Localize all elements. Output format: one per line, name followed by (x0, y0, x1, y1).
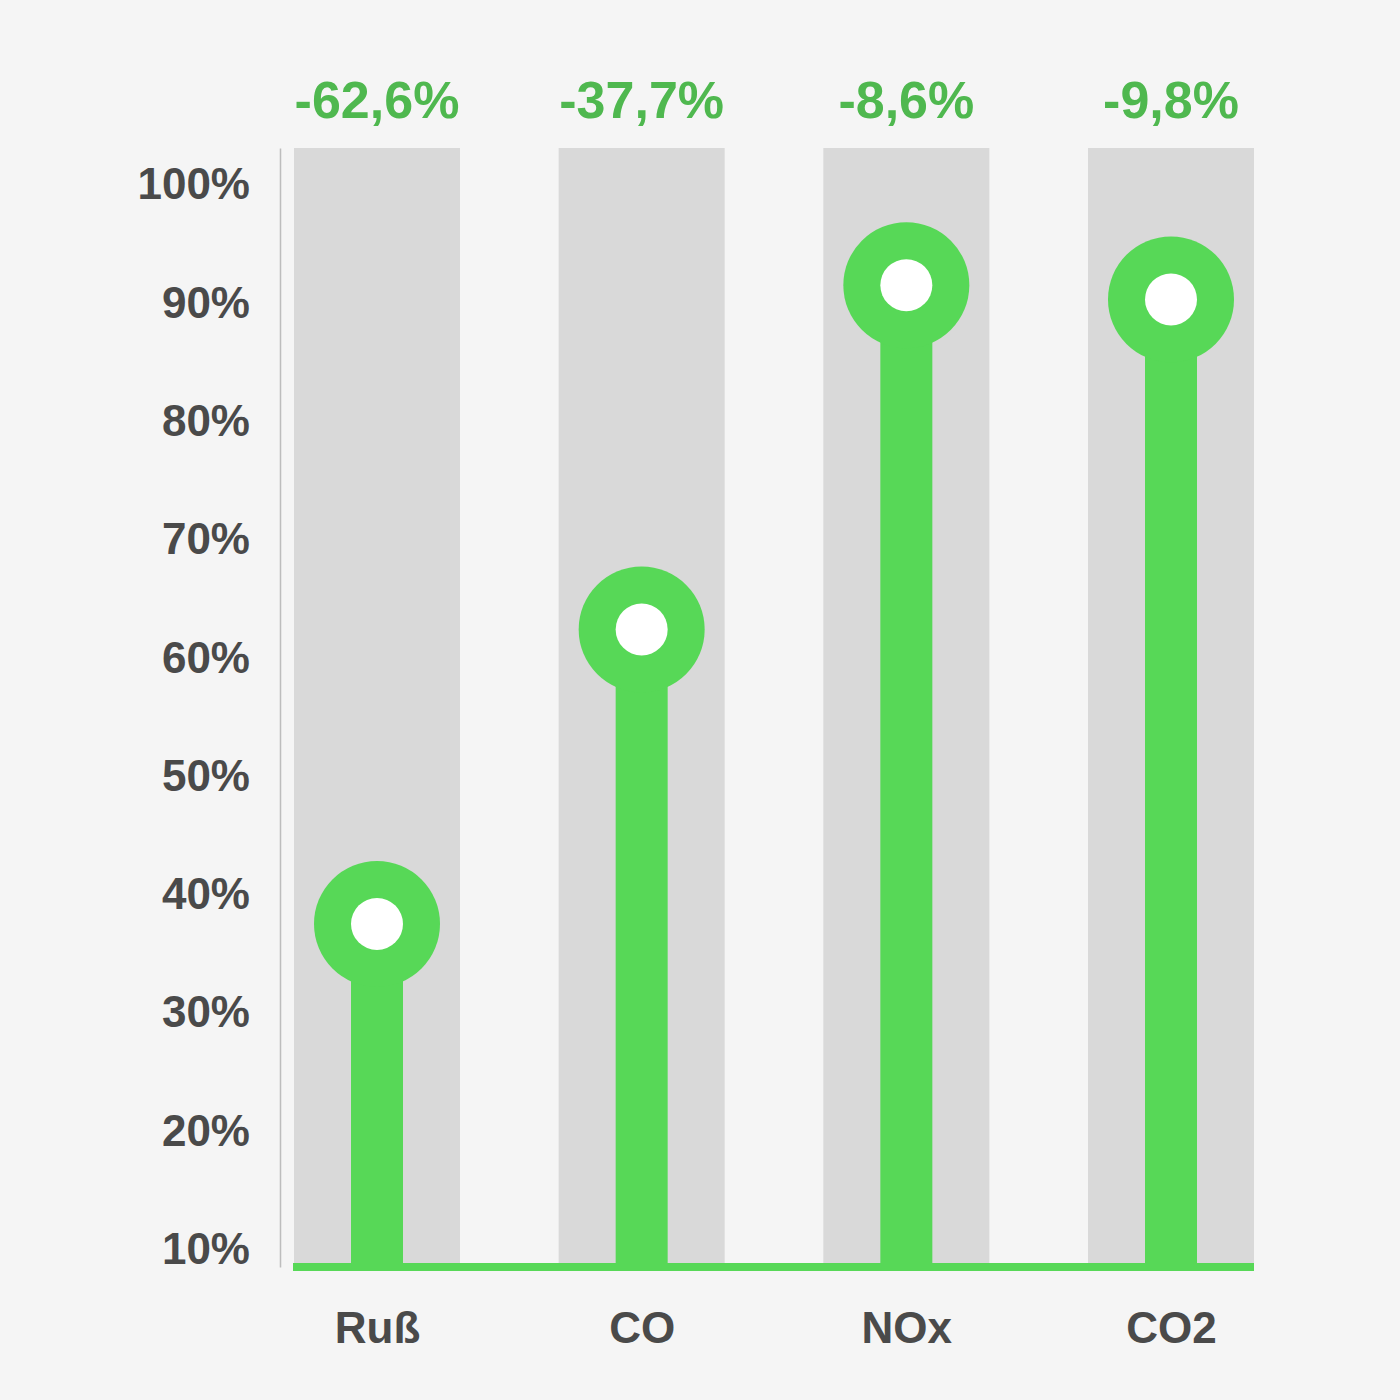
baseline (293, 1263, 1254, 1271)
lollipop (579, 566, 705, 1267)
y-tick-label: 80% (162, 396, 250, 445)
lollipop-head (843, 222, 969, 348)
annotation: -8,6% (838, 71, 974, 129)
lollipop-hole (616, 603, 668, 655)
column-background (823, 148, 989, 1267)
y-tick-label: 50% (162, 751, 250, 800)
y-tick: 100% (137, 159, 280, 208)
annotation: -62,6% (295, 71, 460, 129)
x-tick-label: NOx (862, 1303, 953, 1352)
y-tick: 80% (162, 396, 280, 445)
y-tick: 10% (162, 1224, 280, 1273)
x-tick: CO (609, 1267, 675, 1352)
lollipop (314, 861, 440, 1267)
y-tick-label: 100% (137, 159, 250, 208)
lollipop (1108, 236, 1234, 1267)
y-tick-label: 30% (162, 987, 250, 1036)
lollipop (843, 222, 969, 1267)
y-tick: 60% (162, 633, 280, 682)
lollipop-hole (351, 898, 403, 950)
x-axis: Ruß CO NOx CO2 (335, 1267, 1217, 1352)
lollipop-stem (1145, 299, 1197, 1267)
x-tick: NOx (862, 1267, 953, 1352)
y-tick: 50% (162, 751, 280, 800)
y-tick-label: 40% (162, 869, 250, 918)
x-tick-label: CO (609, 1303, 675, 1352)
y-tick-label: 60% (162, 633, 250, 682)
y-tick-label: 10% (162, 1224, 250, 1273)
lollipop-head (314, 861, 440, 987)
marks (314, 222, 1234, 1267)
lollipop-stem (616, 629, 668, 1267)
x-tick-label: Ruß (335, 1303, 421, 1352)
columns (294, 148, 1254, 1267)
y-tick: 20% (162, 1106, 280, 1155)
column-background (294, 148, 460, 1267)
y-tick-label: 90% (162, 278, 250, 327)
x-tick: CO2 (1126, 1267, 1216, 1352)
y-axis: 10% 20% 30% 40% 50% 60% 70% 80% 90% 100% (137, 149, 280, 1273)
annotation: -9,8% (1103, 71, 1239, 129)
x-tick: Ruß (335, 1267, 421, 1352)
column-background (559, 148, 725, 1267)
lollipop-hole (880, 259, 932, 311)
column-background (1088, 148, 1254, 1267)
chart: 10% 20% 30% 40% 50% 60% 70% 80% 90% 100% Ruß CO NOx C… (0, 0, 1400, 1400)
y-axis-line (280, 149, 282, 1268)
lollipop-hole (1145, 273, 1197, 325)
lollipop-head (1108, 236, 1234, 362)
y-tick: 30% (162, 987, 280, 1036)
lollipop-head (579, 566, 705, 692)
y-tick: 90% (162, 278, 280, 327)
background (0, 0, 1400, 1400)
annotations: -62,6% -37,7% -8,6% -9,8% (295, 71, 1239, 129)
x-tick-label: CO2 (1126, 1303, 1216, 1352)
y-tick: 40% (162, 869, 280, 918)
y-tick-label: 70% (162, 514, 250, 563)
annotation: -37,7% (559, 71, 724, 129)
lollipop-stem (880, 285, 932, 1267)
y-tick-label: 20% (162, 1106, 250, 1155)
y-tick: 70% (162, 514, 280, 563)
